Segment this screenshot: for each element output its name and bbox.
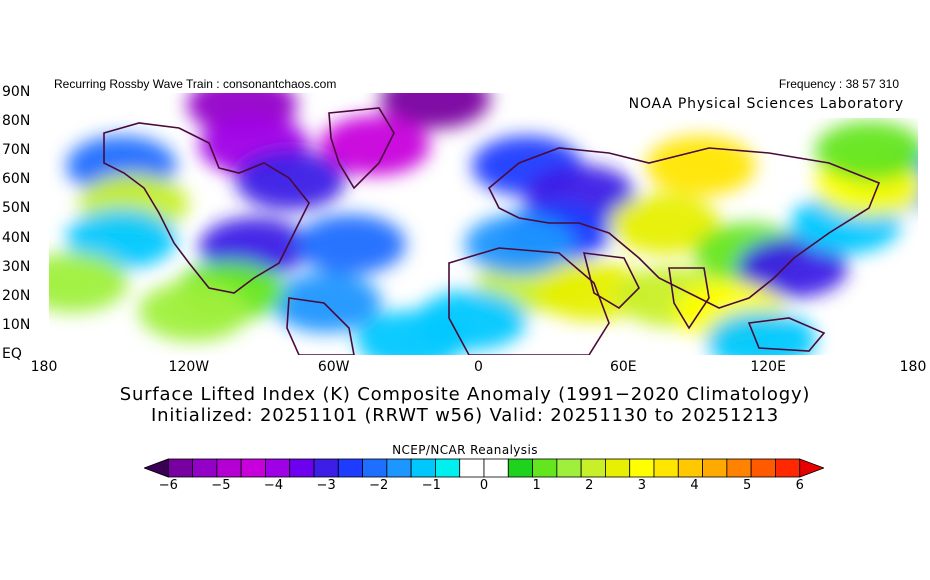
africa-outline	[448, 247, 610, 355]
colorbar-label: −4	[263, 478, 284, 493]
colorbar-label: −3	[316, 478, 336, 493]
lon-label: 120E	[750, 359, 786, 375]
colorbar-swatch	[750, 458, 776, 478]
colorbar-title: NCEP/NCAR Reanalysis	[392, 443, 538, 457]
anomaly-east-siberia	[814, 121, 918, 182]
colorbar-swatch	[483, 458, 509, 478]
colorbar-swatch	[556, 458, 582, 478]
arabia-outline	[582, 252, 640, 310]
colorbar-swatch	[605, 458, 631, 478]
lat-label: 20N	[2, 287, 31, 304]
lon-label: 60E	[609, 359, 637, 375]
anomaly-mediterranean	[464, 214, 575, 275]
maritime-outline	[747, 317, 826, 352]
header-right-label: Frequency : 38 57 310	[778, 77, 899, 91]
anomaly-equatorial-atlantic	[356, 310, 467, 355]
colorbar-arrow-high	[799, 458, 826, 478]
colorbar-swatch	[726, 458, 752, 478]
colorbar-label: −5	[211, 478, 231, 493]
lat-label: 70N	[2, 142, 31, 159]
anomaly-eastern-pacific-tropics	[138, 281, 249, 342]
colorbar-swatch	[459, 458, 485, 478]
colorbar-swatch	[677, 458, 703, 478]
colorbar-swatch	[435, 458, 461, 478]
north-america-outline	[103, 122, 310, 294]
colorbar-label: 4	[690, 478, 699, 493]
lon-label: 60W	[317, 359, 350, 375]
anomaly-greenland	[319, 115, 430, 176]
colorbar-swatch	[192, 458, 218, 478]
anomaly-east-china-sea	[737, 237, 848, 298]
lat-label: 50N	[2, 200, 31, 217]
anomaly-ne-pacific	[66, 208, 177, 269]
colorbar-canvas	[142, 458, 826, 478]
lat-label: 30N	[2, 258, 31, 275]
colorbar-swatch	[167, 458, 193, 478]
anomaly-map	[49, 93, 918, 355]
lon-label: 180	[30, 359, 58, 375]
lon-label: 180	[899, 359, 927, 375]
colorbar-swatch	[507, 458, 533, 478]
chart-title: Surface Lifted Index (K) Composite Anoma…	[119, 384, 811, 405]
eurasia-outline	[488, 147, 881, 309]
colorbar-swatch	[775, 458, 801, 478]
map-canvas	[49, 93, 918, 355]
colorbar-label: 2	[585, 478, 594, 493]
lon-label: 120W	[168, 359, 210, 375]
colorbar-swatch	[702, 458, 728, 478]
header-left-label: Recurring Rossby Wave Train : consonantc…	[54, 77, 337, 91]
anomaly-central-asia	[609, 194, 720, 254]
anomaly-maritime-continent	[706, 310, 817, 355]
india-outline	[668, 267, 710, 330]
chart-subtitle: Initialized: 20251101 (RRWT w56) Valid: …	[151, 405, 779, 426]
lat-label: 80N	[2, 113, 31, 130]
colorbar-swatch	[313, 458, 339, 478]
lat-label: EQ	[2, 346, 22, 362]
colorbar-swatch	[337, 458, 363, 478]
credit-label: NOAA Physical Sciences Laboratory	[628, 96, 904, 112]
colorbar-label: −6	[158, 478, 178, 493]
colorbar-swatch	[216, 458, 242, 478]
colorbar	[142, 458, 826, 498]
credit-box: NOAA Physical Sciences Laboratory	[576, 93, 918, 118]
colorbar-swatch	[240, 458, 266, 478]
colorbar-swatch	[410, 458, 436, 478]
colorbar-label: 3	[637, 478, 646, 493]
coastlines	[103, 107, 881, 355]
colorbar-label: 6	[795, 478, 804, 493]
colorbar-arrow-low	[142, 458, 169, 478]
colorbar-swatch	[532, 458, 558, 478]
colorbar-swatch	[362, 458, 388, 478]
colorbar-label: 5	[742, 478, 752, 493]
anomaly-siberia	[645, 135, 756, 196]
south-america-top-outline	[286, 297, 355, 355]
colorbar-swatch	[629, 458, 655, 478]
colorbar-label: −2	[369, 478, 389, 493]
lat-label: 40N	[2, 229, 31, 246]
colorbar-swatch	[580, 458, 606, 478]
colorbar-label: −1	[421, 478, 441, 493]
anomaly-western-atlantic	[295, 214, 406, 275]
anomaly-field	[49, 93, 918, 355]
anomaly-arctic-central	[380, 93, 491, 129]
colorbar-label: 0	[479, 478, 489, 493]
lat-label: 60N	[2, 171, 31, 188]
colorbar-swatch	[289, 458, 315, 478]
colorbar-label: 1	[532, 478, 541, 493]
greenland-outline	[328, 107, 395, 190]
colorbar-swatch	[653, 458, 679, 478]
colorbar-swatch	[386, 458, 412, 478]
lat-label: 90N	[2, 84, 31, 100]
lat-label: 10N	[2, 316, 31, 333]
anomaly-central-pacific	[49, 252, 129, 313]
colorbar-swatch	[265, 458, 291, 478]
anomaly-caribbean	[271, 272, 382, 333]
lon-label: 0	[474, 359, 483, 375]
